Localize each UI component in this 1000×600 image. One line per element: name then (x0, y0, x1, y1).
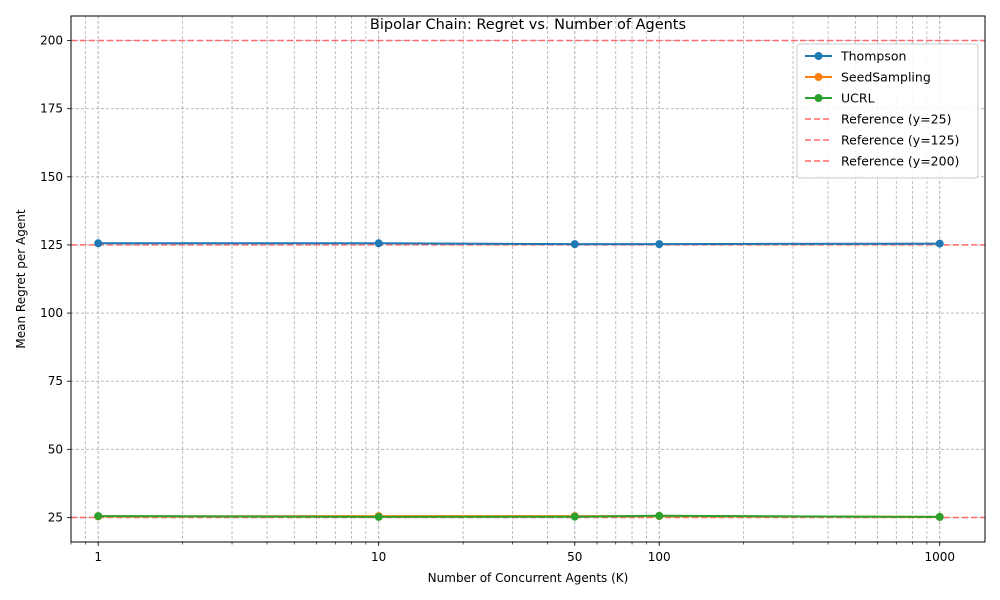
data-point (935, 239, 944, 248)
x-tick-label: 10 (371, 550, 386, 564)
data-point (655, 511, 664, 520)
y-tick-label: 175 (40, 102, 63, 116)
y-axis-ticks: 25 50 75 100 125 150 175 200 (40, 34, 71, 524)
x-tick-label: 1000 (924, 550, 955, 564)
y-tick-label: 150 (40, 170, 63, 184)
data-point (655, 240, 664, 249)
y-tick-label: 125 (40, 238, 63, 252)
legend-swatch-marker (814, 73, 823, 81)
x-tick-label: 50 (567, 550, 582, 564)
series-line (98, 514, 940, 518)
y-tick-label: 75 (48, 374, 63, 388)
legend-entry: UCRL (841, 91, 875, 106)
y-tick-label: 25 (48, 510, 63, 524)
y-tick-label: 200 (40, 34, 63, 48)
data-point (94, 239, 103, 248)
data-point (570, 512, 579, 521)
legend-swatch-marker (814, 52, 823, 60)
legend: Thompson SeedSampling UCRL Reference (y=25)… (796, 43, 979, 179)
legend-box (796, 43, 979, 179)
data-point (374, 239, 383, 248)
y-axis-label: Mean Regret per Agent (14, 209, 28, 348)
data-point (374, 512, 383, 521)
legend-entry: Thompson (840, 49, 906, 64)
legend-entry: Reference (y=25) (841, 112, 951, 127)
legend-swatch-marker (814, 94, 823, 102)
x-tick-label: 100 (648, 550, 671, 564)
x-axis-label: Number of Concurrent Agents (K) (428, 571, 629, 585)
x-axis-ticks: 1 10 50 100 1000 (70, 542, 955, 564)
y-tick-label: 50 (48, 442, 63, 456)
series-lines (94, 239, 944, 521)
plot-frame (70, 15, 986, 543)
data-point (935, 512, 944, 521)
chart-title: Bipolar Chain: Regret vs. Number of Agen… (370, 17, 686, 33)
legend-entry: Reference (y=125) (841, 133, 959, 148)
data-point (94, 512, 103, 521)
legend-entry: Reference (y=200) (841, 154, 959, 169)
legend-entry: SeedSampling (841, 70, 931, 85)
series-line (98, 242, 940, 246)
data-point (570, 240, 579, 249)
y-tick-label: 100 (40, 306, 63, 320)
x-tick-label: 1 (94, 550, 102, 564)
